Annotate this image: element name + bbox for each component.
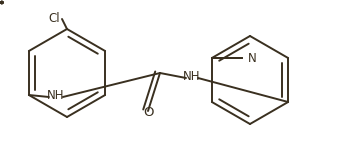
Text: O: O — [143, 106, 153, 119]
Text: Cl: Cl — [48, 12, 60, 25]
Text: NH: NH — [47, 89, 65, 102]
Text: N: N — [248, 51, 257, 64]
Text: NH: NH — [183, 70, 201, 83]
